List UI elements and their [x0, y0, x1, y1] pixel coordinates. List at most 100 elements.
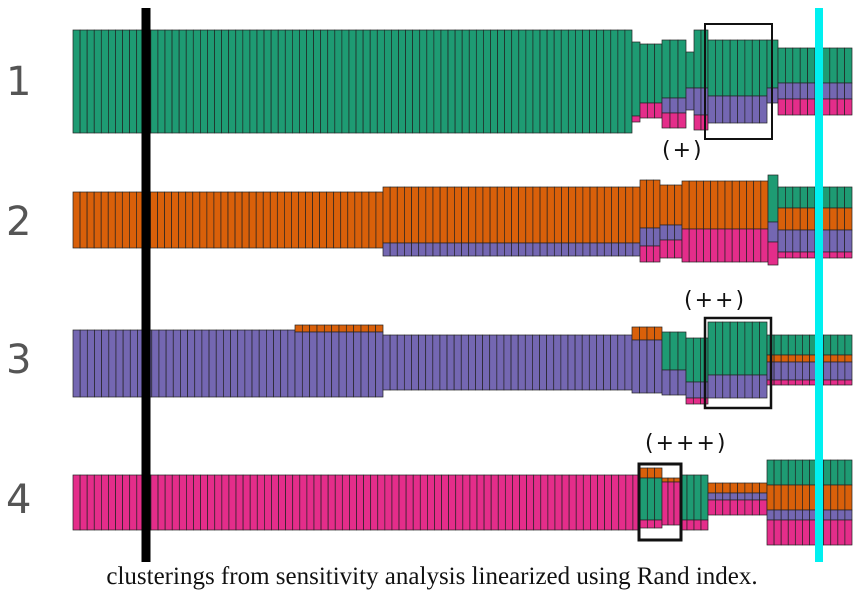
- cluster-cell: [822, 47, 831, 84]
- cluster-cell: [489, 186, 498, 244]
- cluster-cell: [746, 180, 755, 230]
- cluster-cell: [830, 459, 839, 486]
- cluster-cell: [340, 191, 349, 249]
- cluster-cell: [504, 29, 513, 134]
- cluster-strips: [72, 29, 853, 546]
- cluster-cell: [759, 499, 768, 516]
- cluster-cell: [722, 499, 731, 516]
- cluster-cell: [652, 227, 661, 247]
- cluster-cell: [686, 519, 695, 531]
- cluster-cell: [799, 98, 808, 116]
- cluster-cell: [738, 180, 747, 230]
- cluster-cell: [661, 369, 671, 396]
- cluster-cell: [693, 114, 702, 131]
- cluster-cell: [108, 474, 116, 531]
- cluster-cell: [802, 509, 810, 521]
- cluster-cell: [661, 331, 671, 371]
- annotation-plus-3: (+++): [645, 431, 728, 456]
- cluster-cell: [710, 228, 719, 263]
- cluster-cell: [681, 180, 690, 230]
- cluster-cell: [666, 239, 676, 259]
- cluster-cell: [618, 474, 627, 531]
- cluster-cell: [510, 334, 519, 391]
- cluster-cell: [235, 29, 244, 134]
- cluster-cell: [158, 329, 167, 398]
- cluster-cell: [411, 186, 420, 244]
- cluster-cell: [792, 229, 801, 253]
- cluster-cell: [427, 474, 435, 531]
- cluster-cell: [171, 191, 180, 249]
- cluster-cell: [753, 180, 762, 230]
- cluster-cell: [661, 39, 671, 99]
- cluster-cell: [360, 331, 369, 398]
- cluster-cell: [759, 95, 768, 124]
- cluster-cell: [72, 191, 81, 249]
- cluster-cell: [447, 29, 456, 134]
- cluster-cell: [751, 374, 760, 399]
- cluster-cell: [836, 229, 845, 253]
- cluster-cell: [836, 186, 845, 209]
- cluster-cell: [382, 242, 391, 257]
- cluster-cell: [710, 180, 719, 230]
- cluster-cell: [766, 519, 775, 546]
- cluster-cell: [72, 329, 81, 398]
- cluster-cell: [367, 324, 377, 333]
- cluster-cell: [327, 29, 336, 134]
- cluster-cell: [334, 29, 343, 134]
- cluster-cell: [669, 97, 679, 114]
- cluster-cell: [361, 191, 370, 249]
- cluster-cell: [625, 242, 634, 257]
- cluster-cell: [737, 39, 746, 97]
- cluster-cell: [807, 98, 816, 116]
- cluster-cell: [707, 321, 716, 376]
- cluster-cell: [461, 29, 470, 134]
- cluster-cell: [278, 474, 286, 531]
- cluster-cell: [396, 186, 405, 244]
- cluster-cell: [792, 186, 801, 209]
- cluster-cell: [114, 191, 123, 249]
- cluster-cell: [799, 251, 808, 259]
- cluster-cell: [316, 331, 325, 398]
- cluster-cell: [632, 186, 641, 244]
- cluster-cell: [511, 242, 519, 257]
- cluster-cell: [844, 354, 853, 363]
- cluster-cell: [483, 29, 491, 134]
- cluster-cell: [227, 191, 236, 249]
- cluster-cell: [582, 29, 590, 134]
- cluster-cell: [767, 241, 779, 266]
- cluster-cell: [707, 492, 716, 501]
- cluster-cell: [367, 331, 377, 398]
- cluster-cell: [185, 191, 194, 249]
- cluster-cell: [496, 242, 505, 257]
- cluster-cell: [375, 324, 384, 333]
- cluster-cell: [744, 95, 753, 124]
- cluster-cell: [661, 481, 669, 526]
- cluster-cell: [669, 112, 679, 129]
- cluster-cell: [313, 29, 322, 134]
- cluster-cell: [631, 339, 640, 394]
- cluster-cell: [639, 179, 648, 229]
- cluster-cell: [441, 474, 449, 531]
- cluster-cell: [836, 98, 845, 116]
- cluster-cell: [777, 207, 786, 231]
- cluster-cell: [201, 329, 210, 398]
- cluster-cell: [244, 329, 253, 398]
- cluster-cell: [659, 224, 668, 241]
- cluster-cell: [100, 474, 109, 531]
- cluster-cell: [312, 191, 320, 249]
- cluster-cell: [490, 29, 498, 134]
- cluster-cell: [692, 337, 702, 383]
- cluster-cell: [844, 251, 853, 259]
- cluster-cell: [575, 474, 584, 531]
- cluster-cell: [729, 95, 738, 124]
- cluster-cell: [744, 374, 753, 399]
- cluster-cell: [603, 186, 612, 244]
- cluster-cell: [693, 474, 702, 521]
- cluster-cell: [432, 242, 441, 257]
- cluster-cell: [316, 324, 325, 333]
- cluster-cell: [780, 484, 789, 511]
- cluster-cell: [618, 242, 627, 257]
- cluster-cell: [525, 242, 534, 257]
- cluster-cell: [780, 459, 789, 486]
- cluster-cell: [439, 242, 448, 257]
